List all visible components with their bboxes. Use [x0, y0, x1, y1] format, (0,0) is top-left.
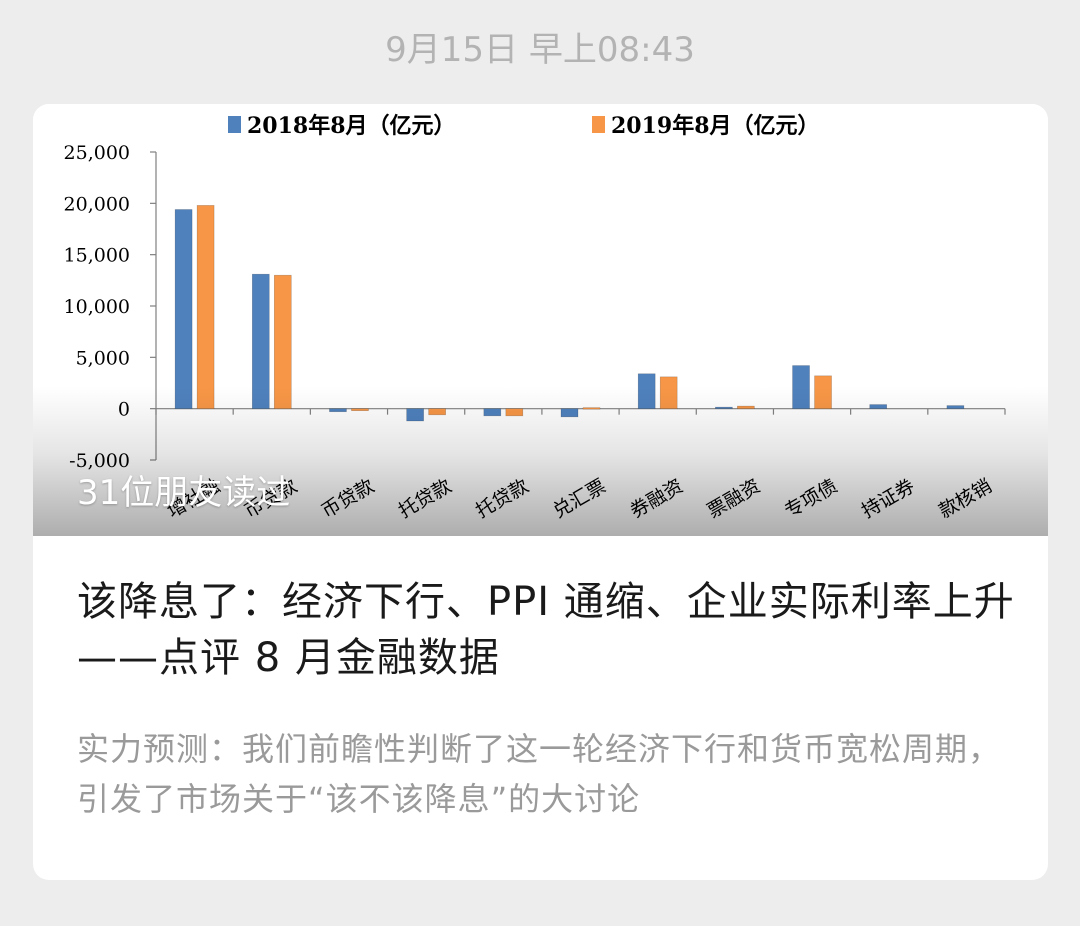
bar-2018: [174, 209, 193, 409]
x-tick-label: 款核销: [935, 475, 995, 523]
bar-2018: [251, 273, 270, 409]
bar-2018: [329, 408, 347, 413]
bar-2019: [505, 408, 524, 417]
bar-2018: [946, 405, 965, 409]
article-card[interactable]: -5,000 0 5,000 10,000 15,000 20,000 25,000 增社融币…: [33, 104, 1048, 880]
x-tick-label: 票融资: [704, 475, 764, 523]
bar-chart: -5,00005,00010,00015,00020,00025,000增社融币…: [64, 113, 1006, 523]
article-cover[interactable]: -5,000 0 5,000 10,000 15,000 20,000 25,000 增社融币…: [33, 104, 1048, 536]
bar-2018: [792, 365, 810, 409]
y-tick-label: -5,000: [69, 450, 130, 472]
bar-2019: [659, 376, 678, 409]
bar-2019: [273, 274, 292, 409]
bar-2018: [483, 408, 502, 417]
legend-label-2019: 2019年8月（亿元）: [611, 113, 820, 139]
bar-2019: [814, 375, 832, 409]
bar-2019: [428, 408, 446, 416]
legend-swatch-2019: [592, 116, 605, 133]
bar-2019: [196, 205, 215, 409]
y-tick-label: 25,000: [64, 142, 130, 164]
x-tick-label: 兑汇票: [549, 475, 609, 523]
x-tick-label: 专项债: [781, 475, 841, 523]
bar-2018: [406, 408, 424, 422]
y-tick-label: 10,000: [64, 296, 130, 318]
x-tick-label: 币贷款: [318, 475, 378, 523]
y-tick-label: 5,000: [76, 347, 130, 369]
x-tick-label: 持证券: [858, 475, 918, 523]
x-tick-label: 托贷款: [472, 475, 532, 523]
legend-label-2018: 2018年8月（亿元）: [247, 113, 456, 139]
bar-2018: [715, 406, 733, 409]
bar-2018: [560, 408, 579, 418]
x-tick-label: 托贷款: [395, 475, 455, 523]
y-tick-label: 15,000: [64, 245, 130, 267]
bar-2019: [582, 407, 601, 410]
legend-swatch-2018: [228, 116, 241, 133]
y-tick-label: 0: [118, 399, 130, 421]
article-title[interactable]: 该降息了：经济下行、PPI 通缩、企业实际利率上升——点评 8 月金融数据: [77, 579, 1015, 681]
read-count: 31位朋友读过: [77, 473, 291, 513]
bar-2018: [869, 404, 888, 409]
article-summary: 实力预测：我们前瞻性判断了这一轮经济下行和货币宽松周期，引发了市场关于“该不该降…: [77, 730, 1002, 818]
bar-2018: [637, 373, 656, 409]
timestamp: 9月15日 早上08:43: [385, 30, 695, 70]
x-tick-label: 券融资: [626, 475, 686, 523]
bar-2019: [737, 405, 755, 409]
y-tick-label: 20,000: [64, 193, 130, 215]
bar-2019: [351, 408, 369, 412]
